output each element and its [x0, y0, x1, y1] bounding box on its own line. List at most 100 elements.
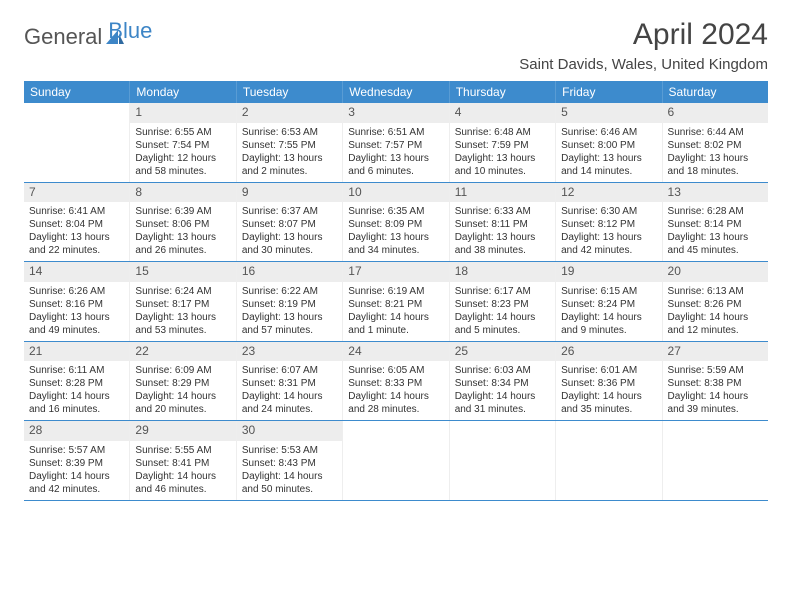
day-number: 5 — [561, 105, 568, 119]
sunset-line: Sunset: 8:06 PM — [135, 218, 230, 231]
week-row: 7Sunrise: 6:41 AMSunset: 8:04 PMDaylight… — [24, 183, 768, 263]
day-cell: 5Sunrise: 6:46 AMSunset: 8:00 PMDaylight… — [556, 103, 662, 182]
sunrise-line: Sunrise: 6:15 AM — [561, 285, 656, 298]
day-number: 9 — [242, 185, 249, 199]
day-number-bar: 27 — [663, 342, 768, 362]
sunset-line: Sunset: 8:34 PM — [455, 377, 550, 390]
daylight-line: Daylight: 13 hours and 30 minutes. — [242, 231, 337, 257]
weekday-header: Wednesday — [343, 81, 449, 103]
day-cell: 24Sunrise: 6:05 AMSunset: 8:33 PMDayligh… — [343, 342, 449, 421]
sunrise-line: Sunrise: 6:19 AM — [348, 285, 443, 298]
day-number: 11 — [455, 185, 467, 199]
daylight-line: Daylight: 14 hours and 12 minutes. — [668, 311, 763, 337]
day-number: 30 — [242, 423, 255, 437]
daylight-line: Daylight: 13 hours and 22 minutes. — [29, 231, 124, 257]
sunrise-line: Sunrise: 6:51 AM — [348, 126, 443, 139]
day-cell: 25Sunrise: 6:03 AMSunset: 8:34 PMDayligh… — [450, 342, 556, 421]
day-cell: 14Sunrise: 6:26 AMSunset: 8:16 PMDayligh… — [24, 262, 130, 341]
day-number-bar: 20 — [663, 262, 768, 282]
sunset-line: Sunset: 7:55 PM — [242, 139, 337, 152]
day-cell: 7 Sunrise: 6:41 AMSunset: 8:04 PMDaylight… — [24, 183, 130, 262]
sunrise-line: Sunrise: 5:59 AM — [668, 364, 763, 377]
sunrise-line: Sunrise: 6:24 AM — [135, 285, 230, 298]
sunset-line: Sunset: 8:29 PM — [135, 377, 230, 390]
day-cell — [343, 421, 449, 500]
daylight-line: Daylight: 14 hours and 42 minutes. — [29, 470, 124, 496]
day-number: 8 — [135, 185, 142, 199]
location: Saint Davids, Wales, United Kingdom — [519, 56, 768, 73]
day-number: 6 — [668, 105, 675, 119]
sunrise-line: Sunrise: 6:13 AM — [668, 285, 763, 298]
weekday-header: Tuesday — [237, 81, 343, 103]
weekday-header-row: Sunday Monday Tuesday Wednesday Thursday… — [24, 81, 768, 103]
day-number: 17 — [348, 264, 361, 278]
day-cell: 3Sunrise: 6:51 AMSunset: 7:57 PMDaylight… — [343, 103, 449, 182]
sunrise-line: Sunrise: 6:01 AM — [561, 364, 656, 377]
day-number: 26 — [561, 344, 574, 358]
day-cell: 29Sunrise: 5:55 AMSunset: 8:41 PMDayligh… — [130, 421, 236, 500]
sunrise-line: Sunrise: 6:35 AM — [348, 205, 443, 218]
sunrise-line: Sunrise: 6:03 AM — [455, 364, 550, 377]
day-number: 12 — [561, 185, 574, 199]
day-number: 28 — [29, 423, 42, 437]
sunset-line: Sunset: 8:33 PM — [348, 377, 443, 390]
sunrise-line: Sunrise: 6:41 AM — [29, 205, 124, 218]
daylight-line: Daylight: 14 hours and 16 minutes. — [29, 390, 124, 416]
day-number-bar: 16 — [237, 262, 342, 282]
day-number: 24 — [348, 344, 361, 358]
day-cell — [450, 421, 556, 500]
day-cell — [663, 421, 768, 500]
sunset-line: Sunset: 8:12 PM — [561, 218, 656, 231]
calendar: Sunday Monday Tuesday Wednesday Thursday… — [24, 81, 768, 501]
day-number-bar: 13 — [663, 183, 768, 203]
sunrise-line: Sunrise: 5:57 AM — [29, 444, 124, 457]
sunset-line: Sunset: 8:04 PM — [29, 218, 124, 231]
sunrise-line: Sunrise: 6:22 AM — [242, 285, 337, 298]
weekday-header: Sunday — [24, 81, 130, 103]
daylight-line: Daylight: 14 hours and 5 minutes. — [455, 311, 550, 337]
day-number: 21 — [29, 344, 42, 358]
day-number-bar: 30 — [237, 421, 342, 441]
sunrise-line: Sunrise: 6:44 AM — [668, 126, 763, 139]
day-number: 27 — [668, 344, 681, 358]
sunrise-line: Sunrise: 6:28 AM — [668, 205, 763, 218]
day-cell: 11Sunrise: 6:33 AMSunset: 8:11 PMDayligh… — [450, 183, 556, 262]
sunset-line: Sunset: 8:07 PM — [242, 218, 337, 231]
sunrise-line: Sunrise: 6:46 AM — [561, 126, 656, 139]
daylight-line: Daylight: 14 hours and 50 minutes. — [242, 470, 337, 496]
daylight-line: Daylight: 14 hours and 24 minutes. — [242, 390, 337, 416]
day-number-bar: 8 — [130, 183, 235, 203]
day-cell: 12Sunrise: 6:30 AMSunset: 8:12 PMDayligh… — [556, 183, 662, 262]
day-cell: 23Sunrise: 6:07 AMSunset: 8:31 PMDayligh… — [237, 342, 343, 421]
sunrise-line: Sunrise: 6:05 AM — [348, 364, 443, 377]
sunset-line: Sunset: 7:59 PM — [455, 139, 550, 152]
sunrise-line: Sunrise: 6:48 AM — [455, 126, 550, 139]
sunrise-line: Sunrise: 6:17 AM — [455, 285, 550, 298]
day-cell: 19Sunrise: 6:15 AMSunset: 8:24 PMDayligh… — [556, 262, 662, 341]
daylight-line: Daylight: 14 hours and 35 minutes. — [561, 390, 656, 416]
day-number-bar: 28 — [24, 421, 129, 441]
daylight-line: Daylight: 13 hours and 38 minutes. — [455, 231, 550, 257]
day-cell: 18Sunrise: 6:17 AMSunset: 8:23 PMDayligh… — [450, 262, 556, 341]
day-cell: 6Sunrise: 6:44 AMSunset: 8:02 PMDaylight… — [663, 103, 768, 182]
day-number: 29 — [135, 423, 148, 437]
sunrise-line: Sunrise: 6:53 AM — [242, 126, 337, 139]
day-cell: 26Sunrise: 6:01 AMSunset: 8:36 PMDayligh… — [556, 342, 662, 421]
day-number: 10 — [348, 185, 361, 199]
day-number-bar: 19 — [556, 262, 661, 282]
day-number: 22 — [135, 344, 148, 358]
day-number-bar: 25 — [450, 342, 555, 362]
day-number: 18 — [455, 264, 468, 278]
day-cell: 30Sunrise: 5:53 AMSunset: 8:43 PMDayligh… — [237, 421, 343, 500]
sunset-line: Sunset: 8:17 PM — [135, 298, 230, 311]
sunrise-line: Sunrise: 6:39 AM — [135, 205, 230, 218]
day-number-bar: 7 — [24, 183, 129, 203]
day-cell: 4Sunrise: 6:48 AMSunset: 7:59 PMDaylight… — [450, 103, 556, 182]
day-number-bar: 24 — [343, 342, 448, 362]
sunset-line: Sunset: 8:41 PM — [135, 457, 230, 470]
title-block: April 2024 Saint Davids, Wales, United K… — [519, 18, 768, 73]
day-cell: 2Sunrise: 6:53 AMSunset: 7:55 PMDaylight… — [237, 103, 343, 182]
day-number-bar: 12 — [556, 183, 661, 203]
daylight-line: Daylight: 14 hours and 9 minutes. — [561, 311, 656, 337]
page: General Blue April 2024 Saint Davids, Wa… — [0, 0, 792, 519]
